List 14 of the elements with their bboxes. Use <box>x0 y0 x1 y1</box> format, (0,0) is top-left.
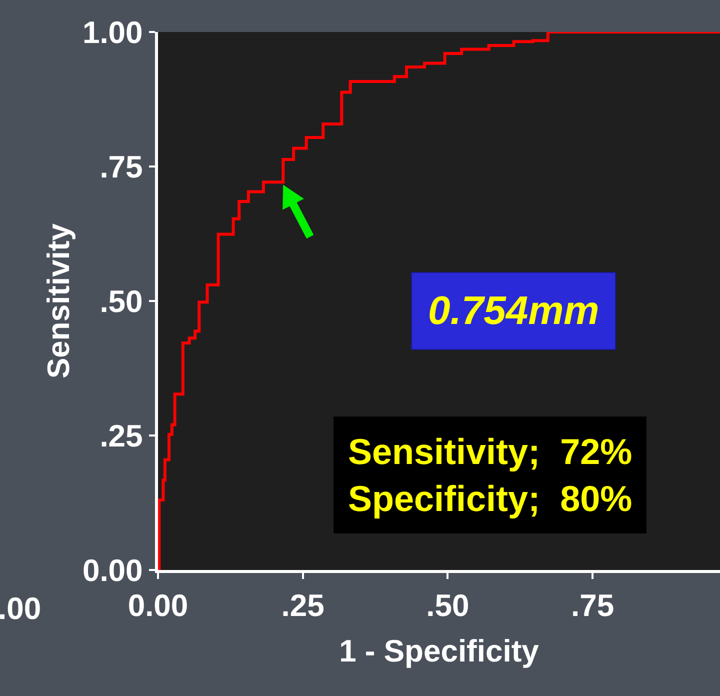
x-tick-label: .25 <box>281 588 324 624</box>
x-tick-label: .50 <box>426 588 470 624</box>
x-tick-label: .75 <box>570 588 614 624</box>
x-axis-title: 1 - Specificity <box>339 633 540 668</box>
x-tick-label: 0.00 <box>128 588 188 624</box>
y-axis-title: Sensitivity <box>41 222 76 379</box>
y-tick-label: .25 <box>100 418 143 454</box>
y-tick-label: 0.00 <box>82 552 143 588</box>
annotation: Sensitivity; 72% Specificity; 80% <box>348 431 632 519</box>
y-tick-label: .75 <box>100 149 143 184</box>
y-tick-label: .50 <box>100 284 143 319</box>
text: .00 <box>0 591 42 626</box>
annotation: 0.754mm <box>428 289 600 333</box>
y-tick-label: 1.00 <box>82 14 143 50</box>
